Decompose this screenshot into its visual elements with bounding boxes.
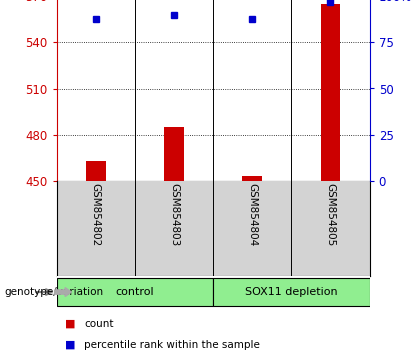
Text: GSM854804: GSM854804 [247,183,257,247]
Text: ■: ■ [65,340,76,350]
Text: GSM854805: GSM854805 [326,183,336,247]
Text: SOX11 depletion: SOX11 depletion [245,287,338,297]
Text: percentile rank within the sample: percentile rank within the sample [84,340,260,350]
Text: count: count [84,319,113,329]
Bar [242,176,262,181]
Text: genotype/variation: genotype/variation [4,287,103,297]
Text: ■: ■ [65,319,76,329]
Bar [57,278,213,306]
Bar [164,127,184,181]
Text: GSM854802: GSM854802 [91,183,101,247]
Text: GSM854803: GSM854803 [169,183,179,247]
Bar [321,4,340,181]
Bar [213,278,370,306]
Bar [86,161,105,181]
Text: control: control [116,287,154,297]
